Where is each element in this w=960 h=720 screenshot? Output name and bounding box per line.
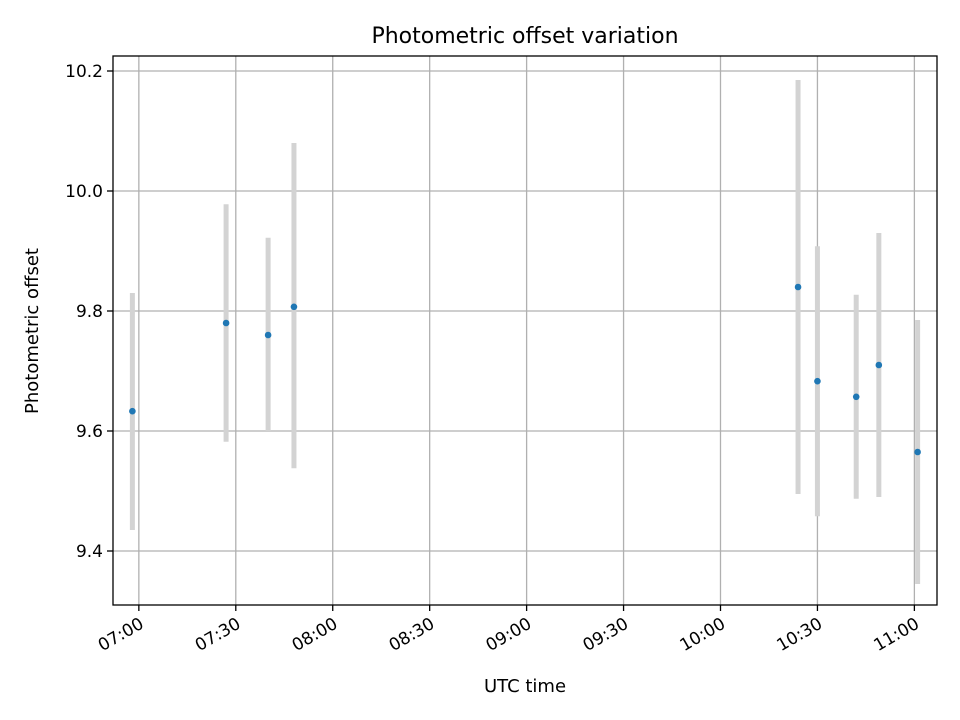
y-axis-label: Photometric offset (22, 248, 43, 414)
data-point (290, 303, 298, 311)
chart-title: Photometric offset variation (371, 24, 678, 49)
y-tick-label: 9.4 (76, 542, 103, 562)
y-tick-label: 10.2 (65, 62, 103, 82)
data-point (222, 319, 230, 327)
y-tick-label: 9.8 (76, 302, 103, 322)
data-point (914, 448, 921, 456)
data-point (129, 407, 136, 415)
x-axis-label: UTC time (484, 676, 566, 697)
plot-frame (112, 55, 938, 606)
data-point (875, 361, 883, 369)
y-tick-label: 10.0 (65, 182, 103, 202)
data-point (794, 283, 802, 291)
data-points (129, 283, 921, 456)
data-point (852, 393, 860, 401)
data-point (264, 331, 272, 339)
y-tick-label: 9.6 (76, 422, 103, 442)
data-point (814, 377, 821, 385)
